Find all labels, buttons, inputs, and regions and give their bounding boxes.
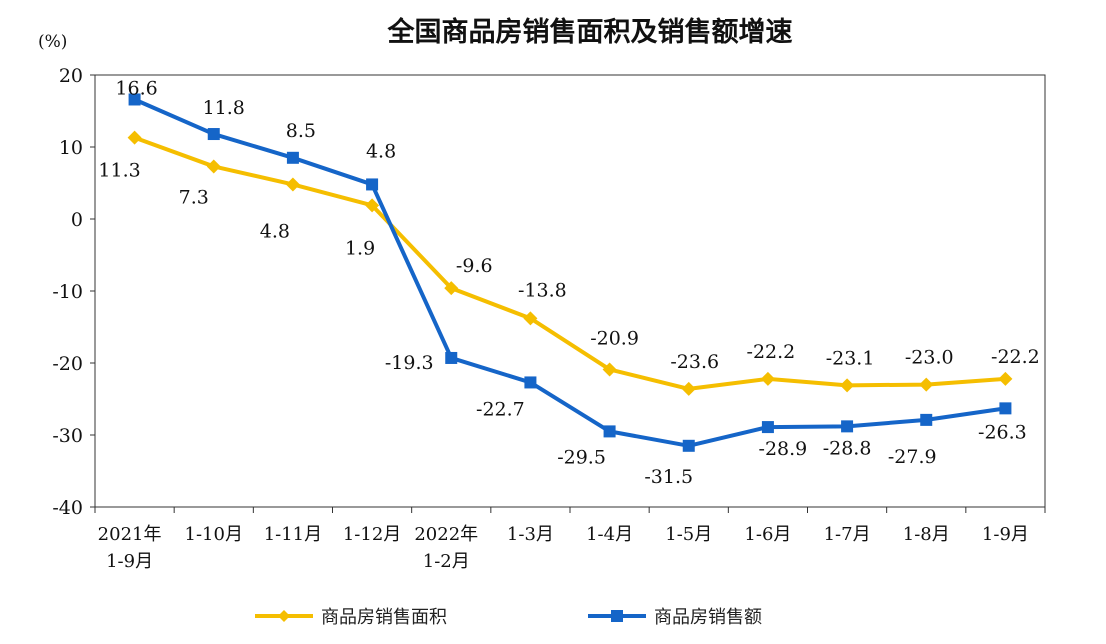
data-point-diamond	[840, 378, 855, 393]
x-tick-label: 1-3月	[507, 524, 554, 545]
data-label: 4.8	[366, 140, 396, 162]
data-label: -22.7	[476, 398, 525, 420]
legend-label-sales: 商品房销售额	[654, 607, 762, 628]
y-tick-label: -40	[52, 497, 83, 519]
x-tick-label: 2022年	[414, 524, 478, 545]
data-label: -19.3	[385, 352, 434, 374]
data-point-square	[286, 151, 299, 164]
legend-square-icon	[588, 610, 646, 622]
data-label: -28.9	[759, 438, 808, 460]
data-point-diamond	[602, 362, 617, 377]
data-label: -23.0	[905, 347, 954, 369]
data-label: 8.5	[286, 120, 316, 142]
x-tick-label: 1-6月	[744, 524, 791, 545]
x-tick-label: 1-9月	[982, 524, 1029, 545]
legend-diamond-icon	[255, 610, 313, 622]
series-line-0	[133, 135, 1006, 391]
y-tick-label: -10	[52, 281, 83, 303]
data-label: -22.2	[991, 346, 1040, 368]
y-tick-label: 0	[71, 209, 83, 231]
y-axis-unit: (%)	[38, 32, 68, 52]
data-label: -28.8	[823, 437, 872, 459]
x-tick-label: 1-8月	[903, 524, 950, 545]
x-tick-label: 1-11月	[264, 524, 322, 545]
legend-item-sales: 商品房销售额	[588, 603, 762, 629]
data-point-diamond	[760, 371, 775, 386]
data-point-square	[603, 425, 616, 438]
data-point-diamond	[206, 159, 221, 174]
data-point-square	[682, 439, 695, 452]
series-line-1	[133, 97, 1006, 448]
y-tick-label: 20	[59, 65, 83, 87]
data-label: 11.8	[203, 97, 245, 119]
data-point-square	[366, 178, 379, 191]
data-point-diamond	[127, 130, 142, 145]
data-label: -9.6	[456, 255, 493, 277]
x-tick-label: 1-7月	[824, 524, 871, 545]
data-label: -20.9	[590, 327, 639, 349]
chart-title: 全国商品房销售面积及销售额增速	[387, 17, 793, 48]
x-tick-label: 1-2月	[423, 551, 470, 572]
legend-item-area: 商品房销售面积	[255, 603, 447, 629]
x-tick-label: 1-10月	[185, 524, 243, 545]
data-point-diamond	[365, 198, 380, 213]
y-tick-label: -30	[52, 425, 83, 447]
data-label: -23.1	[826, 347, 875, 369]
data-point-diamond	[919, 377, 934, 392]
legend-label-area: 商品房销售面积	[321, 607, 447, 628]
data-point-square	[999, 402, 1012, 415]
data-point-diamond	[523, 311, 538, 326]
data-label: 16.6	[115, 77, 157, 99]
x-tick-label: 2021年	[98, 524, 162, 545]
y-tick-label: -20	[52, 353, 83, 375]
data-point-square	[524, 376, 537, 389]
data-label: -22.2	[747, 341, 796, 363]
data-point-diamond	[285, 177, 300, 192]
data-point-square	[128, 93, 141, 106]
data-point-diamond	[681, 381, 696, 396]
data-label: -26.3	[978, 421, 1027, 443]
data-label: 1.9	[345, 237, 375, 259]
data-point-square	[920, 413, 933, 426]
x-tick-label: 1-12月	[343, 524, 401, 545]
x-tick-label: 1-9月	[106, 551, 153, 572]
data-label: -29.5	[557, 446, 606, 468]
data-point-diamond	[444, 281, 459, 296]
data-label: -31.5	[644, 466, 693, 488]
x-tick-label: 1-4月	[586, 524, 633, 545]
x-tick-label: 1-5月	[665, 524, 712, 545]
y-tick-label: 10	[59, 137, 83, 159]
data-label: -23.6	[670, 351, 719, 373]
data-label: 7.3	[179, 186, 209, 208]
data-point-square	[761, 421, 774, 434]
data-point-square	[841, 420, 854, 433]
data-label: -13.8	[518, 279, 567, 301]
data-label: 11.3	[98, 160, 140, 182]
data-label: 4.8	[260, 220, 290, 242]
data-point-square	[445, 351, 458, 364]
data-label: -27.9	[888, 446, 937, 468]
data-point-diamond	[998, 371, 1013, 386]
data-point-square	[207, 128, 220, 141]
